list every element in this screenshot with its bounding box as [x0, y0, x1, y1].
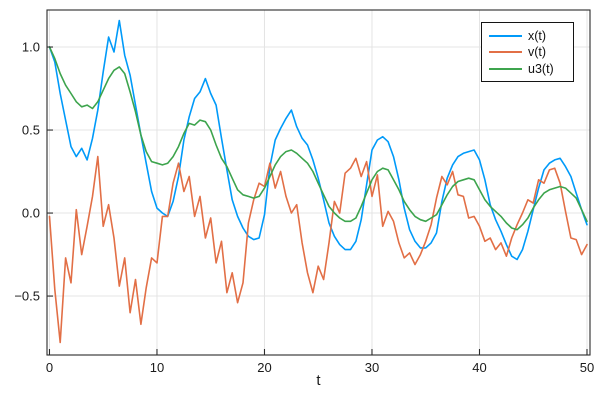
x-tick-label: 40 [472, 360, 486, 375]
x-tick-label: 20 [257, 360, 271, 375]
x-axis-label: t [316, 372, 321, 389]
plot-frame [46, 9, 591, 356]
y-tick-label: 1.0 [22, 40, 40, 55]
legend-line-swatch [489, 67, 522, 70]
legend-line-swatch [489, 34, 522, 37]
legend-line-swatch [489, 51, 522, 53]
legend-label: u3(t) [528, 61, 554, 76]
x-tick-label: 10 [150, 360, 164, 375]
axis-ticks: 0 10 20 30 40 50 −0.5 0.0 0.5 1.0 [14, 40, 594, 375]
legend-item-u3-t: u3(t) [489, 62, 567, 76]
legend-label: v(t) [528, 45, 547, 59]
series-line-u3-t [48, 46, 588, 231]
series-line-v-t [48, 155, 588, 344]
legend-item-x-t: x(t) [489, 29, 567, 43]
series-lines [48, 19, 588, 344]
y-tick-label: 0.0 [22, 206, 40, 221]
legend: x(t) v(t) u3(t) [481, 22, 574, 82]
legend-label: x(t) [528, 28, 547, 43]
x-tick-label: 30 [365, 360, 379, 375]
x-tick-label: 0 [46, 360, 53, 375]
x-tick-label: 50 [580, 360, 594, 375]
y-tick-label: 0.5 [22, 123, 40, 138]
legend-item-v-t: v(t) [489, 45, 567, 59]
y-tick-label: −0.5 [14, 289, 40, 304]
